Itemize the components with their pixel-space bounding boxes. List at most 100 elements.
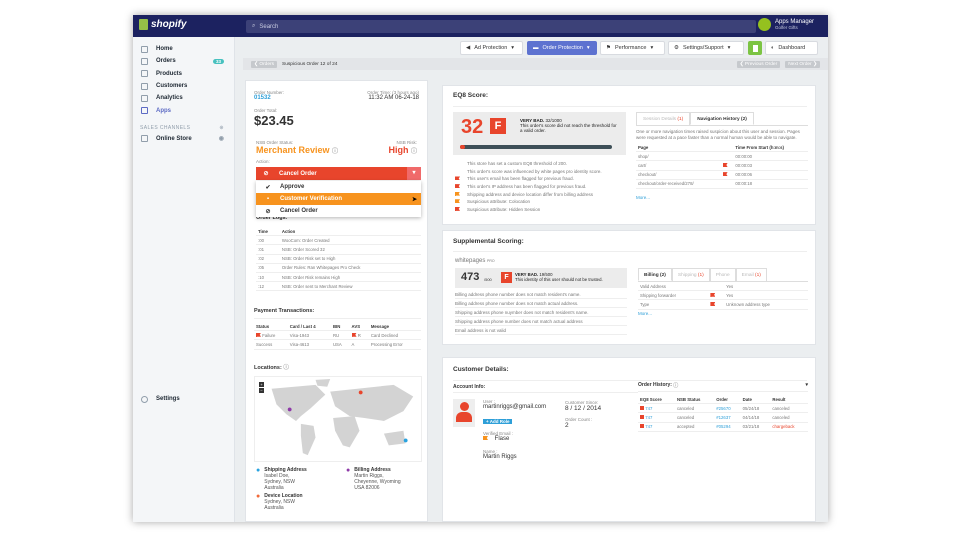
eq8-progress-fill: [460, 145, 465, 149]
info-icon[interactable]: ⓘ: [283, 365, 289, 371]
customer-since: 8 / 12 / 2014: [565, 405, 602, 412]
sidebar-item-apps[interactable]: Apps: [133, 104, 234, 116]
tab-count: (2): [741, 117, 747, 122]
action-menu: ✔ Approve ▪ Customer Verification ➤ ⊘ Cancel…: [256, 181, 421, 217]
col: EQ8 Score: [638, 395, 675, 405]
note-text: This store has set a custom EQ8 threshol…: [467, 161, 568, 167]
settings-support-button[interactable]: ⚙ Settings/Support ▾: [668, 41, 744, 55]
account-menu[interactable]: Apps Manager Golfer Gifts: [758, 18, 814, 31]
menu-item-approve[interactable]: ✔ Approve: [256, 181, 421, 193]
sidebar-item-settings[interactable]: Settings: [133, 393, 180, 405]
bin: USA: [330, 339, 350, 350]
line: Cheyenne, Wyoming: [354, 479, 401, 485]
log-action: NSB: Order Scored 32: [279, 244, 421, 255]
history-row: 747 accepted #05294 03/21/18 chargeback: [638, 422, 808, 432]
dashboard-button[interactable]: ◐ Dashboard: [765, 41, 818, 55]
info-icon[interactable]: ⓘ: [673, 383, 679, 389]
menu-item-customer-verification[interactable]: ▪ Customer Verification ➤: [256, 193, 421, 205]
search-input[interactable]: ⌕ Search: [246, 20, 756, 33]
shipping-address: ● Shipping Address Isabel Doe, Sydney, NSW A…: [256, 467, 307, 491]
action-dropdown[interactable]: ⊘ Cancel Order ▾: [256, 167, 421, 180]
tab-email[interactable]: Email (1): [735, 268, 767, 281]
sidebar-item-home[interactable]: Home: [133, 43, 234, 55]
selected-action: Cancel Order: [279, 170, 317, 177]
log-time: :12: [256, 281, 280, 292]
sidebar-item-orders[interactable]: Orders 33: [133, 55, 234, 67]
book-icon: [752, 44, 758, 52]
add-channel-icon[interactable]: ⊕: [219, 124, 224, 131]
value: Unknown address type: [724, 299, 808, 310]
tab-count: (1): [754, 273, 761, 278]
chevron-down-icon: ▾: [511, 45, 515, 51]
sidebar-label: Products: [156, 70, 183, 77]
zoom-in-button[interactable]: +: [259, 382, 264, 387]
app-window: shopify ⌕ Search Apps Manager Golfer Gifts…: [133, 15, 828, 522]
zoom-out-button[interactable]: −: [259, 388, 264, 393]
info-icon[interactable]: ⓘ: [410, 149, 417, 155]
sidebar-item-online-store[interactable]: Online Store ◉: [133, 133, 234, 145]
chevron-down-icon[interactable]: ▾: [805, 382, 808, 388]
order-link[interactable]: #05294: [714, 422, 741, 432]
shopify-logo[interactable]: shopify: [139, 19, 187, 30]
sidebar-item-customers[interactable]: Customers: [133, 80, 234, 92]
log-time: :00: [256, 235, 280, 246]
info-icon[interactable]: ⓘ: [332, 149, 339, 155]
tab-navigation-history[interactable]: Navigation History (2): [690, 112, 754, 125]
eye-icon[interactable]: ◉: [218, 136, 224, 143]
order-history: Order History: ⓘ ▾ EQ8 Score NSB Status Ord…: [638, 382, 808, 432]
bin: RU: [330, 330, 350, 341]
eq8-progress-bar: [460, 145, 612, 149]
more-link[interactable]: More...: [638, 310, 653, 316]
megaphone-icon: ◀: [466, 45, 471, 51]
order-history-title: Order History:: [638, 382, 672, 388]
menu-item-cancel-order[interactable]: ⊘ Cancel Order: [256, 205, 421, 217]
billing-pin-icon[interactable]: ●: [287, 404, 293, 414]
back-to-orders-button[interactable]: ❮ Orders: [251, 60, 278, 68]
tab-count: (1): [677, 117, 684, 122]
date: 03/21/18: [740, 422, 771, 432]
order-link[interactable]: #25670: [714, 403, 741, 414]
chevron-down-icon[interactable]: ▾: [407, 167, 421, 180]
eq8-score: 747: [638, 422, 675, 432]
home-icon: [141, 45, 148, 53]
order-total: $23.45: [254, 113, 294, 128]
result: chargeback: [770, 422, 808, 432]
ad-protection-button[interactable]: ◀ Ad Protection ▾: [460, 41, 523, 55]
more-link[interactable]: More...: [636, 194, 651, 200]
col: Order: [714, 395, 741, 405]
tab-phone[interactable]: Phone: [709, 268, 736, 281]
account-info-title: Account Info:: [453, 384, 638, 393]
customer-avatar: [453, 399, 475, 427]
tab-session-details[interactable]: Session Details (1): [636, 112, 691, 125]
order-protection-button[interactable]: ▬ Order Protection ▾: [527, 41, 597, 55]
label: Order Protection: [542, 45, 583, 51]
eq8-score: 747: [638, 403, 675, 414]
log-action: NSB: Order Risk remains High: [279, 272, 421, 283]
history-row: 747 canceled #12637 04/14/18 canceled: [638, 412, 808, 423]
device-pin-icon[interactable]: ●: [358, 387, 364, 397]
eq8-note: This user's email has been flagged for p…: [455, 175, 630, 183]
book-button[interactable]: [748, 41, 762, 55]
order-number-link[interactable]: 01532: [254, 95, 271, 101]
eq8-note: Shipping address and device location dif…: [455, 190, 630, 198]
add-role-button[interactable]: + Add Role: [483, 419, 513, 424]
sidebar-item-products[interactable]: Products: [133, 68, 234, 80]
col-status: Status: [254, 322, 288, 332]
flag-icon: [710, 301, 716, 306]
sidebar-item-analytics[interactable]: Analytics: [133, 92, 234, 104]
eq8-note: This order's IP address has been flagged…: [455, 183, 630, 191]
tab-shipping[interactable]: Shipping (1): [671, 268, 710, 281]
performance-button[interactable]: ⚑ Performance ▾: [600, 41, 665, 55]
log-row: :02 NSB: Order Risk set to High: [256, 254, 421, 264]
verdict: VERY BAD.: [515, 272, 539, 277]
sidebar-label: Settings: [156, 396, 180, 403]
supplemental-note: Email address is not valid: [455, 326, 627, 335]
previous-order-button[interactable]: ❮ Previous Order: [736, 60, 781, 68]
world-map[interactable]: + − ● ● ●: [254, 376, 422, 462]
next-order-button[interactable]: Next Order ❯: [785, 60, 820, 68]
key: Shipping forwarder: [638, 290, 709, 301]
tab-billing[interactable]: Billing (2): [638, 268, 672, 281]
order-link[interactable]: #12637: [714, 412, 741, 423]
shipping-pin-icon[interactable]: ●: [403, 435, 409, 445]
tab-count: (1): [697, 273, 704, 278]
